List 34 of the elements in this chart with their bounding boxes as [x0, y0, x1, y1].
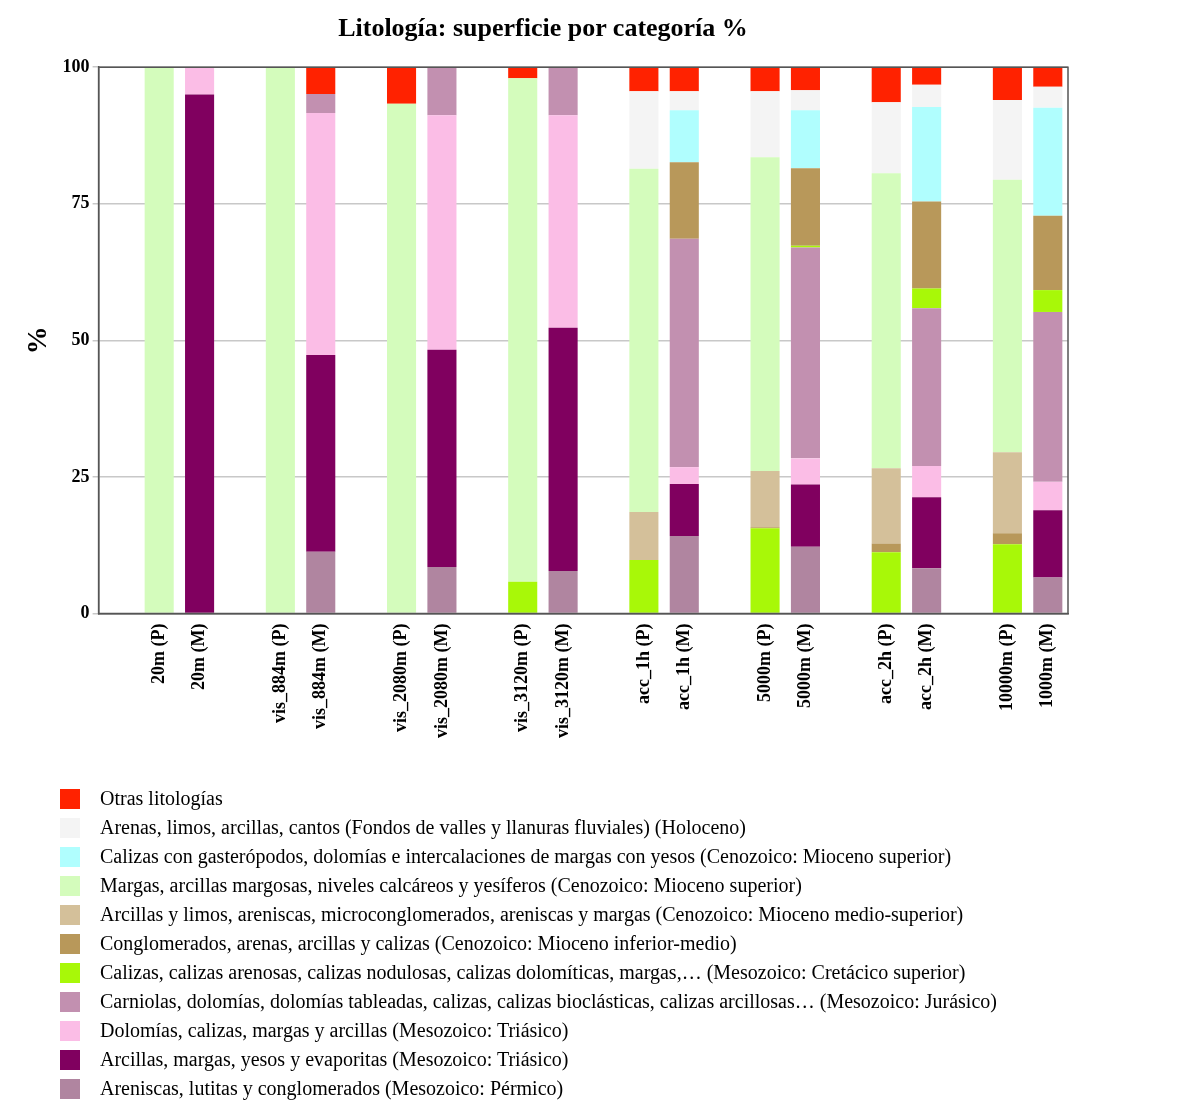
- legend-label: Calizas con gasterópodos, dolomías e intercalaciones de margas con yesos (Cenozoico: Mioceno superior): [100, 845, 952, 868]
- x-tick-label: acc_1h (P): [632, 623, 654, 705]
- x-tick-label: vis_2080m (P): [390, 623, 412, 733]
- y-tick-label: 75: [71, 192, 90, 213]
- x-tick-label: 5000m (M): [794, 623, 816, 709]
- x-tick-label: acc_2h (P): [874, 623, 896, 705]
- x-tick-label: 10000m (P): [996, 623, 1018, 712]
- x-tick-label: vis_884m (P): [269, 623, 291, 724]
- legend-label: Areniscas, lutitas y conglomerados (Mesozoico: Pérmico): [100, 1077, 564, 1100]
- legend-label: Arenas, limos, arcillas, cantos (Fondos de valles y llanuras fluviales) (Holoceno): [100, 816, 746, 839]
- x-tick-label: vis_3120m (P): [511, 623, 533, 733]
- x-tick-label: 5000m (P): [753, 623, 775, 703]
- x-tick-label: 20m (M): [188, 623, 210, 691]
- x-tick-label: 20m (P): [147, 623, 169, 685]
- legend-label: Otras litologías: [100, 787, 223, 810]
- x-tick-label: vis_3120m (M): [551, 623, 573, 739]
- legend-label: Arcillas y limos, areniscas, microconglomerados, areniscas y margas (Cenozoico: Mioceno medio-superior): [100, 903, 964, 926]
- y-tick-label: 50: [71, 329, 90, 350]
- y-axis-title: %: [21, 326, 53, 355]
- legend-label: Dolomías, calizas, margas y arcillas (Mesozoico: Triásico): [100, 1019, 569, 1042]
- legend-label: Carniolas, dolomías, dolomías tableadas, calizas, calizas bioclásticas, calizas arcillosas… (Mesozoico: Jurásico): [100, 990, 997, 1013]
- legend-label: Margas, arcillas margosas, niveles calcáreos y yesíferos (Cenozoico: Mioceno superior): [100, 874, 802, 897]
- x-tick-label: vis_884m (M): [309, 623, 331, 730]
- x-tick-label: 1000m (M): [1036, 623, 1058, 709]
- x-tick-label: vis_2080m (M): [430, 623, 452, 739]
- legend-label: Calizas, calizas arenosas, calizas nodulosas, calizas dolomíticas, margas,… (Mesozoico: Cretácico superior): [100, 961, 966, 984]
- y-tick-label: 0: [80, 602, 90, 623]
- x-tick-label: acc_2h (M): [915, 623, 937, 710]
- legend-label: Arcillas, margas, yesos y evaporitas (Mesozoico: Triásico): [100, 1048, 569, 1071]
- y-tick-label: 100: [62, 55, 90, 76]
- legend-label: Conglomerados, arenas, arcillas y calizas (Cenozoico: Mioceno inferior-medio): [100, 932, 737, 955]
- x-tick-label: acc_1h (M): [672, 623, 694, 710]
- y-tick-label: 25: [71, 465, 90, 486]
- chart-title: Litología: superficie por categoría %: [338, 13, 748, 43]
